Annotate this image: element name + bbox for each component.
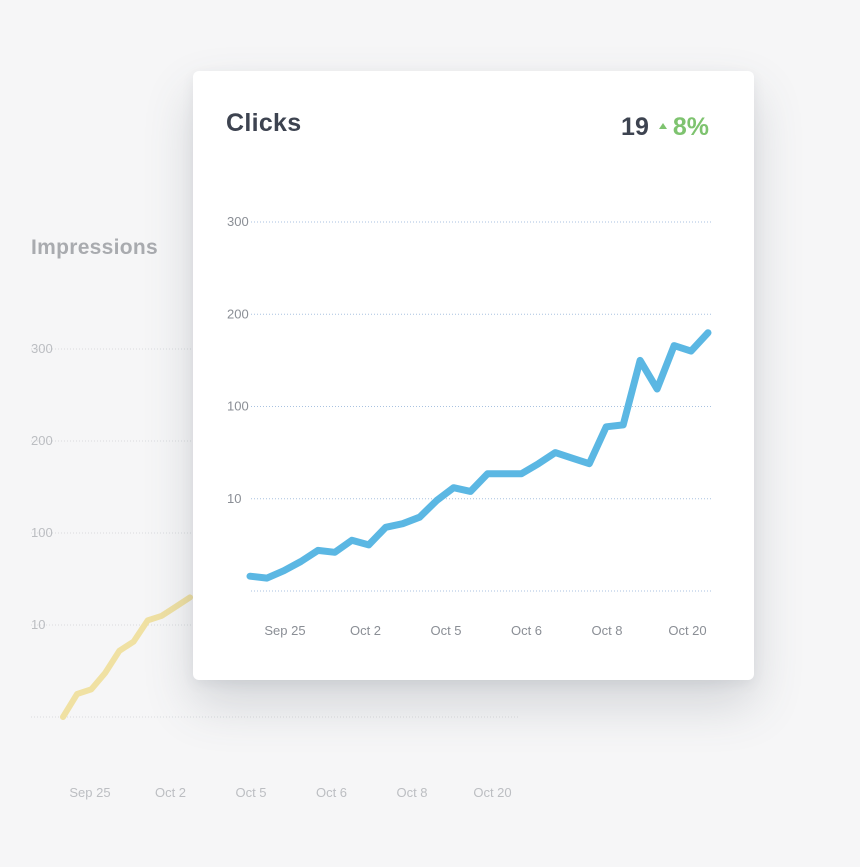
y-tick-label: 200 <box>227 306 249 321</box>
x-tick-label: Oct 2 <box>350 623 381 638</box>
x-tick-label: Oct 2 <box>155 785 186 800</box>
trend-up-icon <box>658 122 667 129</box>
clicks-title: Clicks <box>226 109 302 137</box>
x-tick-label: Oct 8 <box>396 785 427 800</box>
x-tick-label: Sep 25 <box>69 785 110 800</box>
x-tick-label: Sep 25 <box>264 623 305 638</box>
clicks-line <box>246 329 712 582</box>
clicks-kpi-delta-value: 8% <box>672 113 709 141</box>
clicks-kpi-delta: 8% <box>658 113 709 142</box>
x-tick-label: Oct 6 <box>316 785 347 800</box>
clicks-chart: 300 200 100 10 Sep 25 Oct 2 Oct 5 Oct 6 Oct 8 Oc… <box>227 214 712 638</box>
x-tick-label: Oct 6 <box>511 623 542 638</box>
y-tick-label: 300 <box>227 214 249 229</box>
clicks-kpi-value: 19 <box>621 113 649 141</box>
x-tick-label: Oct 20 <box>668 623 706 638</box>
y-tick-label: 100 <box>31 525 53 540</box>
clicks-y-axis: 300 200 100 10 <box>227 214 249 506</box>
impressions-y-axis: 300 200 100 10 <box>31 341 53 632</box>
x-tick-label: Oct 5 <box>430 623 461 638</box>
clicks-x-axis: Sep 25 Oct 2 Oct 5 Oct 6 Oct 8 Oct 20 <box>264 623 706 638</box>
y-tick-label: 10 <box>31 617 45 632</box>
x-tick-label: Oct 20 <box>473 785 511 800</box>
x-tick-label: Oct 8 <box>591 623 622 638</box>
y-tick-label: 10 <box>227 491 241 506</box>
y-tick-label: 200 <box>31 433 53 448</box>
impressions-line <box>60 594 193 720</box>
x-tick-label: Oct 5 <box>235 785 266 800</box>
clicks-kpi: 19 8% <box>621 113 709 142</box>
impressions-title: Impressions <box>31 236 159 259</box>
clicks-gridlines <box>251 221 712 592</box>
y-tick-label: 300 <box>31 341 53 356</box>
y-tick-label: 100 <box>227 399 249 414</box>
clicks-card: Clicks 19 8% 300 200 100 10 Sep 25 Oct 2 Oct … <box>193 71 754 680</box>
impressions-x-axis: Sep 25 Oct 2 Oct 5 Oct 6 Oct 8 Oct 20 <box>69 785 511 800</box>
